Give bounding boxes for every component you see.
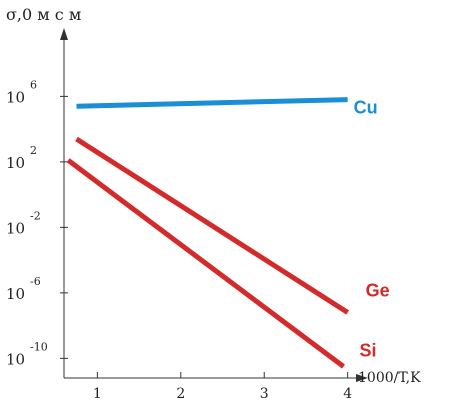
series-line-si: [66, 158, 345, 369]
series-line-cu: [76, 97, 348, 109]
y-ticks: 10 6 10 2 10 -2 10 -6 10 -10: [6, 78, 68, 368]
y-tick-base-2: 10: [6, 154, 25, 172]
y-tick-base--6: 10: [6, 285, 25, 303]
y-tick-base--10: 10: [6, 350, 25, 368]
y-tick-base-6: 10: [6, 88, 25, 106]
y-tick-base--2: 10: [6, 219, 25, 237]
y-tick-exponent--6: -6: [30, 275, 41, 288]
y-axis-label: σ,0 м с м: [6, 5, 81, 24]
series-lines: Cu Ge Si: [66, 97, 390, 369]
x-axis-arrow: [356, 374, 368, 382]
x-tick-label-1: 1: [93, 386, 102, 402]
y-tick-exponent-6: 6: [30, 78, 37, 91]
y-tick-exponent--10: -10: [30, 340, 48, 353]
x-axis: [64, 374, 368, 382]
series-label-si: Si: [359, 341, 376, 361]
series-label-cu: Cu: [354, 98, 378, 118]
y-axis-arrow: [60, 28, 68, 40]
x-ticks: 1 2 3 4: [93, 372, 352, 402]
series-line-ge: [75, 136, 350, 315]
x-tick-label-4: 4: [343, 386, 352, 402]
series-label-ge: Ge: [366, 281, 390, 301]
y-tick-exponent-2: 2: [30, 144, 37, 157]
y-tick-exponent--2: -2: [30, 209, 41, 222]
x-tick-label-2: 2: [176, 386, 185, 402]
x-axis-label: 1000/T,K: [358, 370, 421, 386]
x-tick-label-3: 3: [260, 386, 269, 402]
y-axis: [60, 28, 68, 378]
